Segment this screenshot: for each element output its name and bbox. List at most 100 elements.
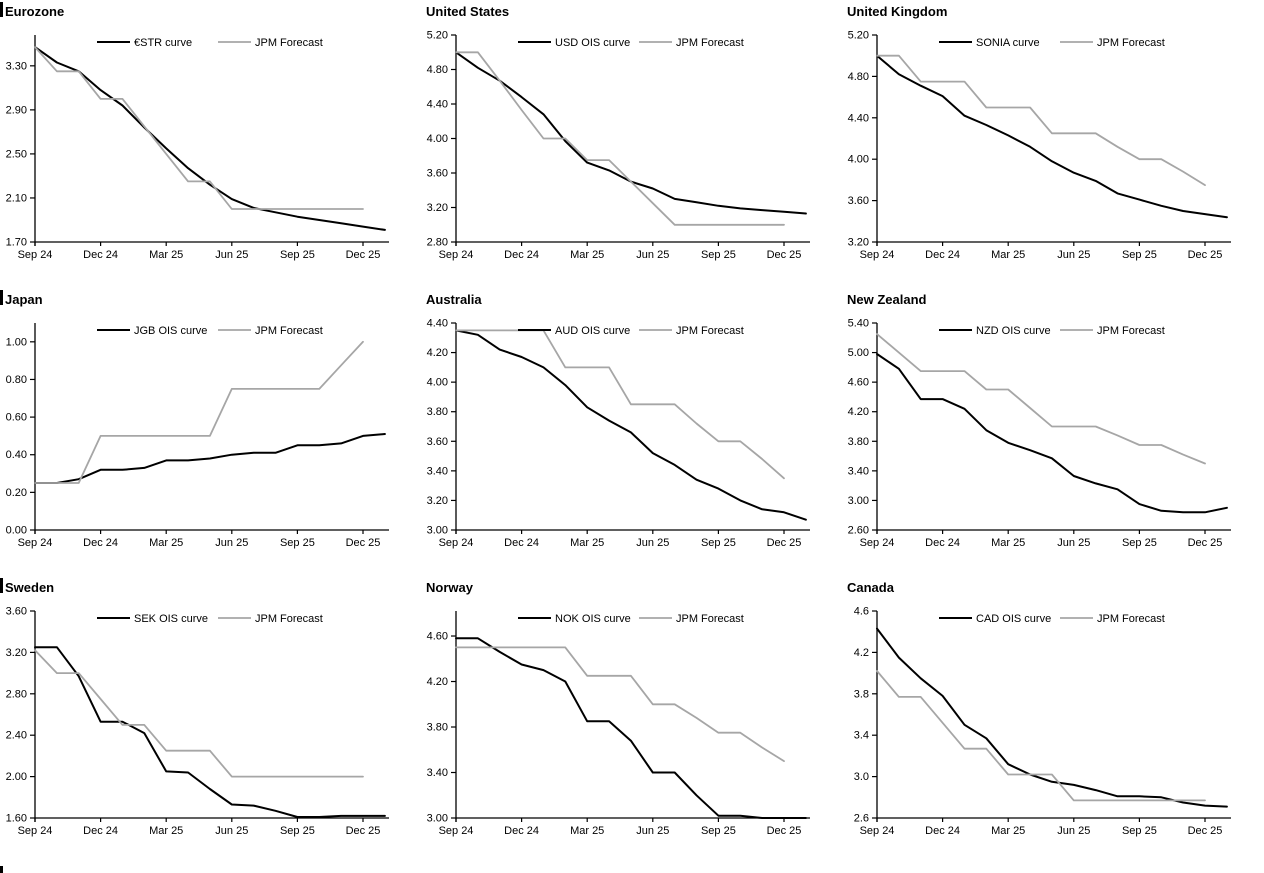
x-tick-label: Mar 25: [570, 537, 604, 549]
y-tick-label: 5.40: [848, 318, 869, 330]
y-tick-label: 3.4: [854, 730, 869, 742]
x-tick-label: Jun 25: [215, 249, 248, 261]
legend-forecast-label: JPM Forecast: [676, 325, 744, 337]
x-tick-label: Sep 24: [18, 249, 53, 261]
x-tick-label: Dec 24: [504, 249, 539, 261]
legend-main-label: USD OIS curve: [555, 37, 630, 49]
x-tick-label: Sep 24: [18, 825, 53, 837]
y-tick-label: 5.20: [427, 30, 448, 42]
chart-title-united-states: United States: [426, 4, 510, 19]
forecast-series-line: [876, 54, 1206, 187]
x-tick-label: Mar 25: [570, 825, 604, 837]
x-tick-label: Sep 24: [439, 825, 474, 837]
x-tick-label: Dec 24: [925, 825, 960, 837]
y-tick-label: 4.00: [427, 133, 448, 145]
main-series-line: [34, 646, 386, 818]
x-tick-label: Sep 25: [280, 249, 315, 261]
legend-main-label: AUD OIS curve: [555, 325, 630, 337]
chart-panel-united-states: United States 5.20 4.80 4.40 4.00 3.60 3.20 2.…: [421, 0, 842, 288]
forecast-series-line: [34, 46, 364, 210]
y-tick-label: 4.40: [427, 99, 448, 111]
y-tick-label: 4.60: [848, 377, 869, 389]
x-tick-label: Jun 25: [215, 825, 248, 837]
x-tick-label: Dec 24: [925, 249, 960, 261]
legend-forecast-label: JPM Forecast: [1097, 325, 1165, 337]
main-series-line: [876, 627, 1228, 808]
x-tick-label: Dec 25: [767, 249, 802, 261]
y-tick-label: 3.30: [6, 60, 27, 72]
forecast-series-line: [455, 329, 785, 480]
x-tick-label: Jun 25: [215, 537, 248, 549]
chart-title-eurozone: Eurozone: [5, 4, 65, 19]
x-tick-label: Sep 25: [701, 249, 736, 261]
y-tick-label: 4.00: [848, 154, 869, 166]
x-tick-label: Dec 25: [346, 249, 381, 261]
legend-forecast-label: JPM Forecast: [676, 613, 744, 625]
y-tick-label: 2.6: [854, 813, 869, 825]
chart-panel-new-zealand: New Zealand 5.40 5.00 4.60 4.20 3.80 3.40 3.00…: [842, 288, 1264, 576]
y-tick-label: 3.80: [848, 436, 869, 448]
chart-title-new-zealand: New Zealand: [847, 292, 927, 307]
y-tick-label: 4.60: [427, 631, 448, 643]
legend-main-label: NOK OIS curve: [555, 613, 631, 625]
y-tick-label: 3.0: [854, 771, 869, 783]
x-tick-label: Jun 25: [636, 249, 669, 261]
x-tick-label: Sep 25: [280, 537, 315, 549]
legend-forecast-label: JPM Forecast: [1097, 613, 1165, 625]
y-tick-label: 5.00: [848, 347, 869, 359]
x-tick-label: Sep 25: [280, 825, 315, 837]
x-tick-label: Jun 25: [1057, 249, 1090, 261]
forecast-series-line: [34, 340, 364, 484]
chart-title-australia: Australia: [426, 292, 482, 307]
y-tick-label: 3.40: [427, 767, 448, 779]
x-tick-label: Sep 24: [860, 537, 895, 549]
legend-forecast-label: JPM Forecast: [255, 37, 323, 49]
y-tick-label: 0.20: [6, 487, 27, 499]
section-marker-bar: [0, 578, 3, 593]
y-tick-label: 1.70: [6, 237, 27, 249]
legend-main-label: €STR curve: [134, 37, 192, 49]
legend-forecast-label: JPM Forecast: [1097, 37, 1165, 49]
legend-main-label: NZD OIS curve: [976, 325, 1051, 337]
x-tick-label: Mar 25: [991, 249, 1025, 261]
chart-panel-norway: Norway 4.60 4.20 3.80 3.40 3.00 Sep 24 Dec 24 M…: [421, 576, 842, 873]
x-tick-label: Dec 24: [83, 249, 118, 261]
y-tick-label: 2.40: [6, 730, 27, 742]
y-tick-label: 2.50: [6, 148, 27, 160]
y-tick-label: 0.80: [6, 374, 27, 386]
legend-main-label: SONIA curve: [976, 37, 1040, 49]
main-series-line: [455, 329, 807, 521]
section-marker-bar: [0, 290, 3, 305]
x-tick-label: Sep 25: [1122, 825, 1157, 837]
y-tick-label: 3.20: [427, 202, 448, 214]
main-series-line: [455, 51, 807, 215]
x-tick-label: Sep 24: [860, 249, 895, 261]
x-tick-label: Mar 25: [149, 825, 183, 837]
y-tick-label: 1.60: [6, 813, 27, 825]
x-tick-label: Dec 25: [346, 537, 381, 549]
y-tick-label: 3.80: [427, 406, 448, 418]
y-tick-label: 2.90: [6, 104, 27, 116]
y-tick-label: 3.60: [6, 606, 27, 618]
x-tick-label: Dec 24: [504, 825, 539, 837]
chart-title-norway: Norway: [426, 580, 473, 595]
y-tick-label: 3.00: [848, 495, 869, 507]
y-tick-label: 0.60: [6, 412, 27, 424]
forecast-series-line: [876, 670, 1206, 802]
y-tick-label: 2.00: [6, 771, 27, 783]
y-tick-label: 3.20: [427, 495, 448, 507]
x-tick-label: Sep 24: [860, 825, 895, 837]
y-tick-label: 4.2: [854, 647, 869, 659]
x-tick-label: Dec 24: [83, 825, 118, 837]
y-tick-label: 4.40: [848, 112, 869, 124]
y-tick-label: 2.80: [427, 237, 448, 249]
x-tick-label: Dec 25: [767, 825, 802, 837]
x-tick-label: Sep 24: [18, 537, 53, 549]
